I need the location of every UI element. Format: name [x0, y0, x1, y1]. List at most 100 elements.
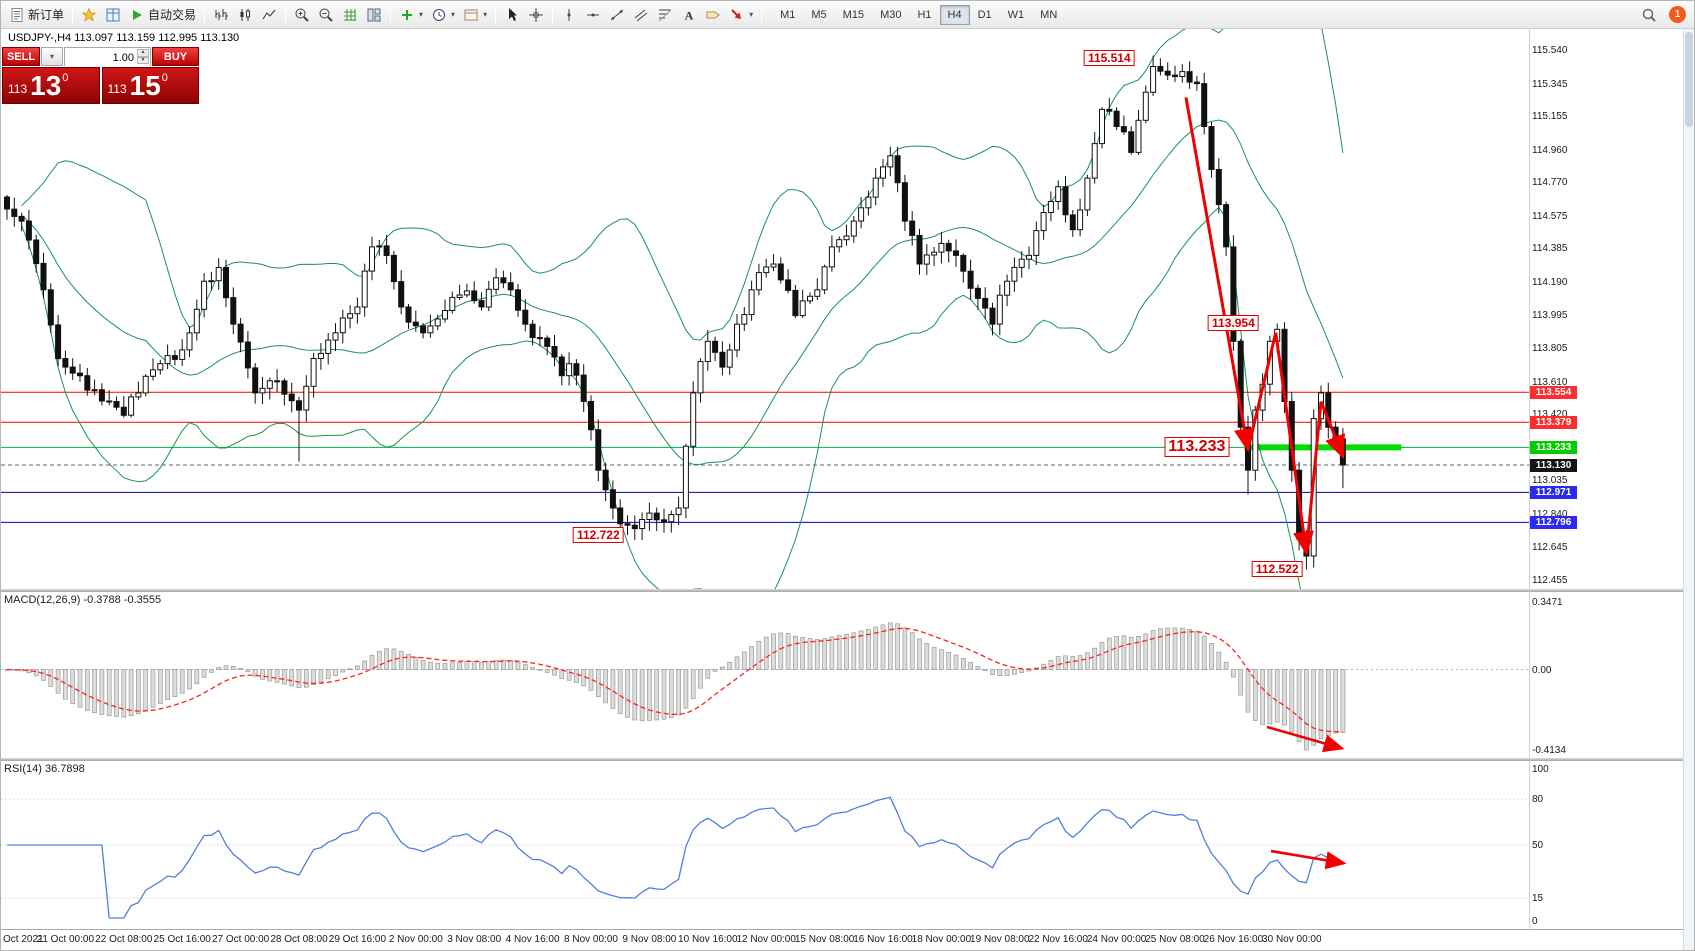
- bar-chart-mode-button[interactable]: [209, 3, 233, 27]
- zoom-in-icon: [295, 8, 309, 22]
- trend-arrow[interactable]: [1319, 400, 1345, 460]
- symbol-ohlc-header: USDJPY-,H4 113.097 113.159 112.995 113.1…: [8, 32, 240, 44]
- volume-input[interactable]: [65, 49, 150, 67]
- grid-toggle-button[interactable]: [338, 3, 362, 27]
- buy-button[interactable]: BUY: [152, 47, 199, 66]
- trend-arrow: [1266, 725, 1345, 753]
- timeframe-button-m5[interactable]: M5: [803, 5, 834, 25]
- bollinger-middle-band: [21, 119, 1344, 465]
- autotrading-button[interactable]: 自动交易: [125, 3, 200, 27]
- rsi-indicator-panel[interactable]: [1, 761, 1529, 929]
- expert-advisors-icon: [81, 7, 97, 22]
- new-order-icon: [11, 7, 23, 22]
- channel-tool-button[interactable]: [629, 3, 653, 27]
- timeframe-button-mn[interactable]: MN: [1032, 5, 1065, 25]
- timeframe-button-m30[interactable]: M30: [872, 5, 909, 25]
- search-icon: [1642, 8, 1656, 22]
- add-indicator-button[interactable]: ▾: [395, 3, 427, 27]
- candlestick-mode-button[interactable]: [233, 3, 257, 27]
- toolbar-separator: [204, 4, 206, 25]
- macd-label: MACD(12,26,9) -0.3788 -0.3555: [4, 594, 162, 606]
- channel-icon: [634, 9, 648, 21]
- panel-separator[interactable]: [1, 589, 1694, 592]
- trend-arrow[interactable]: [1246, 332, 1278, 450]
- ask-whole: 113: [107, 82, 127, 96]
- timeframe-toolbar: M1 M5 M15 M30 H1 H4 D1 W1 MN: [772, 4, 1065, 25]
- timeframe-button-w1[interactable]: W1: [1000, 5, 1033, 25]
- macd-signal-line: [6, 627, 1343, 733]
- timeframe-button-h4[interactable]: H4: [939, 4, 970, 25]
- trendline-icon: [610, 9, 624, 20]
- chevron-down-icon: ▾: [451, 10, 456, 19]
- order-options-dropdown[interactable]: ▾: [41, 47, 63, 66]
- cursor-tool-button[interactable]: [500, 3, 524, 27]
- label-tool-button[interactable]: [701, 3, 725, 27]
- bollinger-lower-band: [21, 206, 1301, 589]
- timeframe-button-h1[interactable]: H1: [909, 5, 939, 25]
- svg-text:A: A: [685, 8, 694, 22]
- timeframe-button-m1[interactable]: M1: [772, 5, 803, 25]
- candlestick-icon: [240, 8, 251, 21]
- trend-arrow[interactable]: [1184, 97, 1255, 453]
- chevron-down-icon: ▾: [749, 10, 754, 19]
- trendline-tool-button[interactable]: [605, 3, 629, 27]
- volume-down-button[interactable]: ▼: [137, 56, 149, 64]
- text-tool-button[interactable]: A: [677, 3, 701, 27]
- toolbar-separator: [390, 4, 392, 25]
- trend-arrow[interactable]: [1274, 332, 1314, 556]
- new-order-label: 新订单: [28, 8, 65, 22]
- toolbar-separator: [495, 4, 497, 25]
- line-chart-mode-button[interactable]: [257, 3, 281, 27]
- template-button[interactable]: ▾: [459, 3, 491, 27]
- timeframe-button-d1[interactable]: D1: [970, 5, 1000, 25]
- cursor-icon: [509, 7, 518, 21]
- search-button[interactable]: [1637, 3, 1661, 27]
- grid-icon: [344, 8, 357, 21]
- template-icon: [464, 9, 478, 20]
- data-window-button[interactable]: [101, 3, 125, 27]
- zoom-in-button[interactable]: [290, 3, 314, 27]
- expert-advisors-button[interactable]: [77, 3, 101, 27]
- ask-price-button[interactable]: 113 15 0: [101, 67, 199, 104]
- zoom-out-icon: [319, 8, 333, 22]
- tile-windows-button[interactable]: [362, 3, 386, 27]
- zoom-out-button[interactable]: [314, 3, 338, 27]
- toolbar-separator: [72, 4, 74, 25]
- trend-arrow[interactable]: [1304, 401, 1323, 553]
- price-chart[interactable]: [1, 29, 1529, 589]
- macd-indicator-panel[interactable]: [1, 592, 1529, 758]
- text-tool-icon: A: [685, 8, 694, 22]
- volume-stepper: ▲ ▼: [137, 49, 149, 64]
- candles-layer: [4, 55, 1346, 570]
- crosshair-tool-button[interactable]: [524, 3, 548, 27]
- time-scale[interactable]: [1, 930, 1529, 950]
- sell-button[interactable]: SELL: [2, 47, 40, 66]
- time-axis-divider: [1, 929, 1694, 930]
- period-button[interactable]: ▾: [427, 3, 459, 27]
- tile-windows-icon: [367, 8, 381, 21]
- volume-up-button[interactable]: ▲: [137, 49, 149, 57]
- timeframe-button-m15[interactable]: M15: [835, 5, 872, 25]
- price-scale[interactable]: [1530, 29, 1694, 929]
- ask-point: 0: [161, 72, 168, 84]
- label-tool-icon: [706, 11, 720, 18]
- fibonacci-icon: [658, 9, 672, 21]
- fibonacci-tool-button[interactable]: [653, 3, 677, 27]
- rsi-line: [7, 796, 1344, 919]
- new-order-button[interactable]: 新订单: [5, 3, 68, 27]
- horizontal-line-tool-button[interactable]: [581, 3, 605, 27]
- toolbar-separator: [285, 4, 287, 25]
- notification-badge[interactable]: 1: [1669, 6, 1686, 23]
- toolbar-separator: [761, 4, 763, 25]
- vertical-scrollbar[interactable]: [1683, 29, 1694, 950]
- vertical-line-tool-button[interactable]: [557, 3, 581, 27]
- chevron-down-icon: ▾: [419, 10, 424, 19]
- autotrading-play-icon: [133, 9, 143, 20]
- bid-price-button[interactable]: 113 13 0: [2, 67, 100, 104]
- line-chart-icon: [262, 9, 276, 19]
- scrollbar-thumb[interactable]: [1685, 32, 1693, 127]
- main-toolbar: 新订单 自动交易: [1, 1, 1694, 29]
- panel-separator[interactable]: [1, 758, 1694, 761]
- arrows-tool-button[interactable]: ▾: [725, 3, 757, 27]
